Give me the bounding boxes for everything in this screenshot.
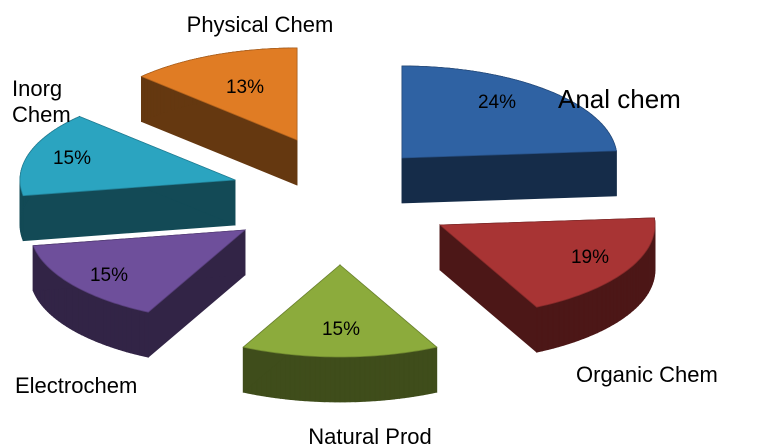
slice-side xyxy=(339,356,346,403)
category-label: Natural Prod xyxy=(308,424,432,447)
slice-side xyxy=(143,310,149,358)
slice-side xyxy=(399,352,405,399)
slice-side xyxy=(94,295,100,344)
slice-side xyxy=(592,287,598,336)
slice-side xyxy=(431,346,438,394)
slice-side xyxy=(394,352,400,400)
slice-side xyxy=(134,308,140,356)
slice-side xyxy=(102,298,107,346)
slice-side xyxy=(329,356,336,403)
slice-side xyxy=(613,276,618,326)
slice-side xyxy=(304,355,311,402)
slice-side xyxy=(563,298,570,346)
slice-side xyxy=(71,284,76,333)
value-label: 15% xyxy=(322,319,360,340)
slice-side xyxy=(91,293,96,342)
slice xyxy=(32,229,247,313)
slice-side xyxy=(609,278,614,328)
slice-side xyxy=(319,356,326,403)
slice xyxy=(242,264,438,358)
slice-side xyxy=(74,285,79,334)
value-label: 24% xyxy=(478,92,516,113)
slice-side xyxy=(596,285,603,334)
slice-side xyxy=(601,282,607,332)
slice-side xyxy=(344,356,351,403)
slice-side xyxy=(558,299,565,348)
slice-side xyxy=(117,303,123,352)
slice-side xyxy=(427,347,433,395)
slice-side xyxy=(349,356,356,403)
slice-side xyxy=(364,355,371,402)
slice-side xyxy=(623,269,628,319)
slice-side xyxy=(324,356,331,403)
slice-side xyxy=(122,305,127,353)
slice-side xyxy=(588,289,594,338)
slice xyxy=(19,116,236,197)
slice-side xyxy=(389,353,395,400)
slice-side xyxy=(294,354,301,401)
category-label: Inorg Chem xyxy=(12,76,71,127)
slice-side xyxy=(568,296,575,345)
slice-side xyxy=(84,290,89,339)
slice-side xyxy=(309,355,316,402)
slice-side xyxy=(106,299,111,348)
slice-side xyxy=(299,354,306,402)
slice-side xyxy=(616,274,622,323)
slice-side xyxy=(374,354,381,402)
slice-side xyxy=(573,294,580,343)
slice-side xyxy=(583,290,589,339)
value-label: 15% xyxy=(90,265,128,286)
slice-side xyxy=(359,355,366,403)
slice-side xyxy=(314,355,321,403)
slice-side xyxy=(403,351,410,399)
slice-side xyxy=(139,309,145,357)
slice-side xyxy=(413,350,419,397)
slice-side xyxy=(109,301,115,349)
slice-side xyxy=(626,266,631,316)
slice-side xyxy=(285,353,291,400)
value-label: 19% xyxy=(571,247,609,268)
slice-side xyxy=(632,261,637,312)
slice xyxy=(438,217,656,308)
slice-side xyxy=(401,150,617,204)
slice-side xyxy=(541,304,549,352)
slice-side xyxy=(379,354,386,401)
slice-side xyxy=(578,292,585,341)
slice-side xyxy=(536,305,543,353)
slice-side xyxy=(87,292,93,341)
slice-side xyxy=(68,282,73,331)
slice-side xyxy=(98,296,104,345)
slice xyxy=(401,65,617,159)
slice-side xyxy=(78,287,83,336)
slice-side xyxy=(552,301,560,349)
category-label: Anal chem xyxy=(558,84,681,114)
slice-side xyxy=(144,73,148,121)
slice-side xyxy=(141,74,145,123)
slice-side xyxy=(369,355,376,402)
category-label: Electrochem xyxy=(15,373,138,398)
slice-side xyxy=(126,306,132,354)
slice-side xyxy=(334,356,341,403)
slice-side xyxy=(354,356,361,403)
slice-side xyxy=(418,349,424,397)
slice-side xyxy=(408,350,415,398)
value-label: 13% xyxy=(226,77,264,98)
value-label: 15% xyxy=(53,148,91,169)
slice-side xyxy=(629,264,634,314)
slice-side xyxy=(81,289,86,338)
slice-side xyxy=(130,307,136,355)
slice-side xyxy=(605,280,611,330)
category-label: Organic Chem xyxy=(576,362,718,387)
slice-side xyxy=(547,302,554,351)
category-label: Physical Chem xyxy=(186,12,334,37)
slice-side xyxy=(422,348,429,396)
slice-side xyxy=(384,354,391,401)
slice-side xyxy=(620,271,625,321)
slice-side xyxy=(113,302,119,350)
slice-side xyxy=(289,354,296,401)
slice xyxy=(140,47,298,141)
